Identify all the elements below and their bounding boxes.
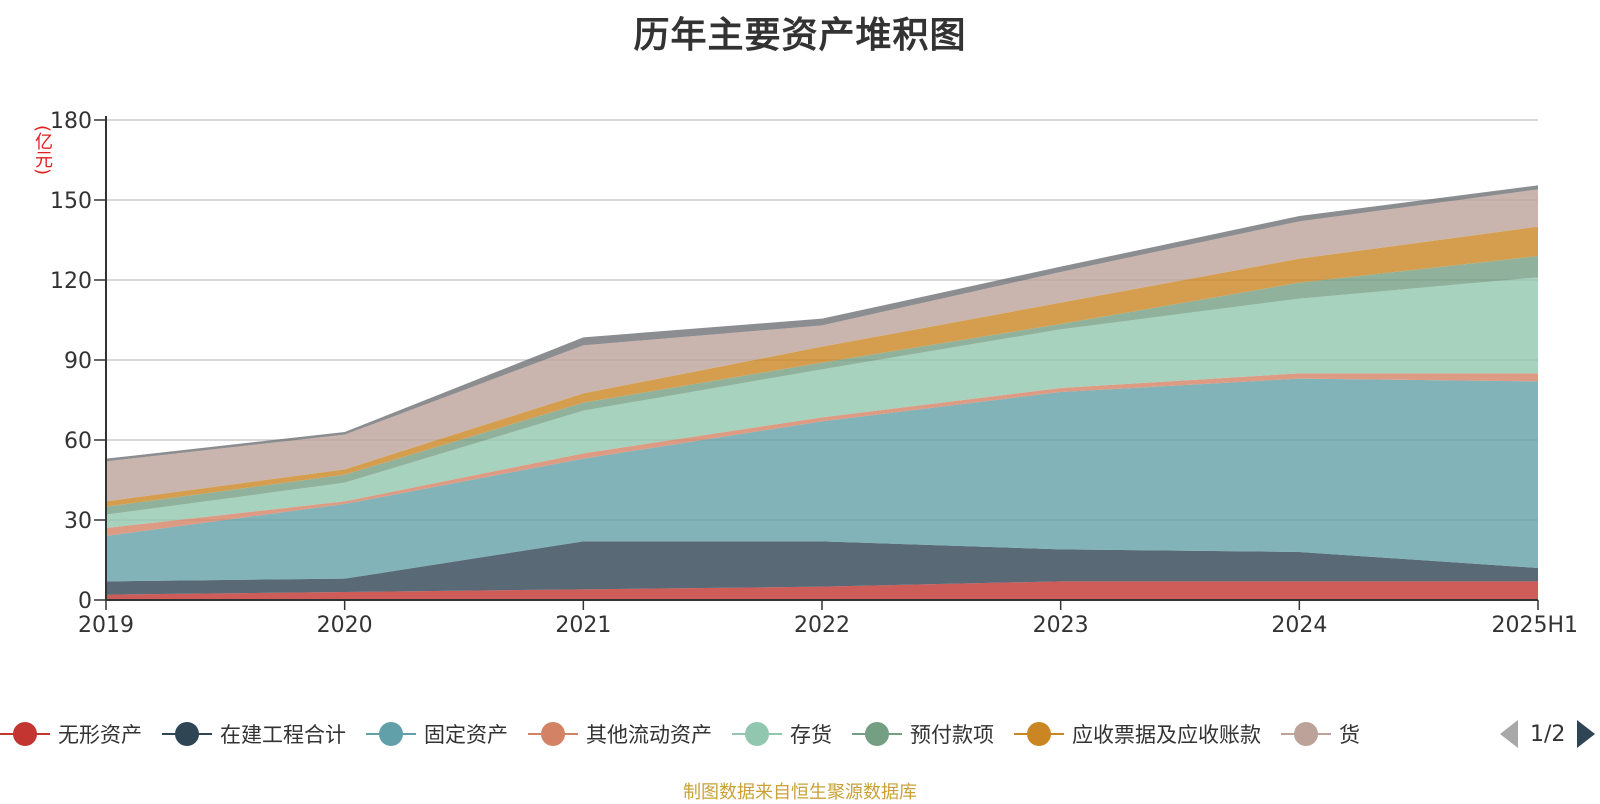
legend-item[interactable]: 在建工程合计 — [162, 716, 346, 752]
legend-marker-icon — [162, 722, 212, 746]
legend-item[interactable]: 应收票据及应收账款 — [1014, 716, 1261, 752]
legend-page-indicator: 1/2 — [1530, 721, 1566, 747]
legend-label: 存货 — [790, 723, 832, 747]
legend-label: 无形资产 — [58, 723, 142, 747]
x-tick-label: 2022 — [794, 613, 850, 638]
legend-prev-page-icon[interactable] — [1500, 720, 1518, 748]
area-series-5 — [106, 277, 1538, 528]
legend-label: 货 — [1339, 723, 1360, 747]
x-tick-label: 2023 — [1033, 613, 1089, 638]
x-tick-label: 2025H1 — [1491, 613, 1578, 638]
area-series-3 — [106, 378, 1538, 582]
area-series-1 — [106, 581, 1538, 600]
area-series-2 — [106, 541, 1538, 595]
legend-label: 应收票据及应收账款 — [1072, 723, 1261, 747]
legend-item[interactable]: 预付款项 — [852, 716, 994, 752]
legend-marker-icon — [0, 722, 50, 746]
legend-item[interactable]: 存货 — [732, 716, 832, 752]
y-tick-label: 0 — [78, 589, 92, 614]
legend-marker-icon — [1281, 722, 1331, 746]
x-tick-label: 2021 — [555, 613, 611, 638]
y-tick-label: 180 — [50, 109, 92, 134]
legend-marker-icon — [1014, 722, 1064, 746]
legend-marker-icon — [366, 722, 416, 746]
legend-pager: 1/2 — [1500, 716, 1596, 752]
y-axis-unit-label: (亿元) — [32, 125, 53, 176]
data-source-note: 制图数据来自恒生聚源数据库 — [683, 782, 917, 803]
chart-title: 历年主要资产堆积图 — [633, 15, 967, 56]
x-tick-label: 2024 — [1271, 613, 1327, 638]
legend-marker-icon — [528, 722, 578, 746]
area-series-9 — [106, 185, 1538, 462]
legend-label: 预付款项 — [910, 723, 994, 747]
legend-label: 其他流动资产 — [586, 723, 712, 747]
legend-item[interactable]: 固定资产 — [366, 716, 508, 752]
y-tick-label: 90 — [64, 349, 92, 374]
x-tick-label: 2020 — [317, 613, 373, 638]
area-series-6 — [106, 256, 1538, 515]
legend-label: 在建工程合计 — [220, 723, 346, 747]
area-series-7 — [106, 226, 1538, 507]
chart-legend: 无形资产 在建工程合计 固定资产 其他流动资产 存货 预付款项 应收票据及应收账款 货 — [0, 716, 1480, 752]
legend-marker-icon — [732, 722, 782, 746]
x-tick-label: 2019 — [78, 613, 134, 638]
legend-next-page-icon[interactable] — [1577, 720, 1596, 748]
legend-marker-icon — [852, 722, 902, 746]
legend-label: 固定资产 — [424, 723, 508, 747]
legend-item[interactable]: 无形资产 — [0, 716, 142, 752]
y-tick-label: 120 — [50, 269, 92, 294]
y-tick-label: 60 — [64, 429, 92, 454]
y-tick-label: 30 — [64, 509, 92, 534]
legend-item[interactable]: 货 — [1281, 716, 1360, 752]
legend-item[interactable]: 其他流动资产 — [528, 716, 712, 752]
y-tick-label: 150 — [50, 189, 92, 214]
stacked-area-chart: 0 30 60 90 120 150 180 2019 2020 2021 2022 2023 2024… — [50, 109, 1578, 638]
area-series-8 — [106, 189, 1538, 502]
